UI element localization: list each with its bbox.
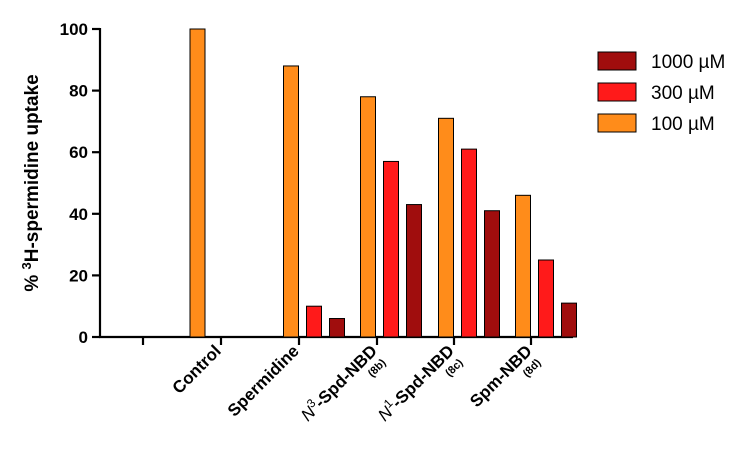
y-tick-label: 20 <box>69 266 88 285</box>
bar-100-uM-3 <box>438 117 454 338</box>
y-axis-title: % 3H-spermidine uptake <box>19 74 44 291</box>
bar-1000-uM-3 <box>484 210 500 338</box>
legend: 1000 µM 300 µM 100 µM <box>597 51 725 135</box>
x-category-labels: Control SpermidineN3-Spd-NBD(8b)N1-Spd-NB… <box>169 339 544 425</box>
bar-1000-uM-4 <box>561 302 577 338</box>
x-category-label: N1-Spd-NBD(8c) <box>372 339 466 425</box>
y-tick-label: 100 <box>60 20 88 39</box>
legend-swatch <box>597 113 637 133</box>
bar-100-uM-4 <box>515 194 531 338</box>
bar-1000-uM-1 <box>329 318 345 338</box>
y-tick-label: 60 <box>69 143 88 162</box>
x-category-label-text: Control <box>169 341 225 397</box>
y-tick-label: 80 <box>69 82 88 101</box>
x-category-label-text: N1-Spd-NBD <box>372 339 458 425</box>
x-category-label-text: Spermidine <box>224 341 303 420</box>
legend-label: 300 µM <box>651 83 715 104</box>
x-category-label: Spermidine <box>224 341 303 420</box>
bar-100-uM-1 <box>283 65 299 338</box>
bar-300-uM-2 <box>383 160 399 338</box>
legend-label: 100 µM <box>651 114 715 135</box>
y-tick-label: 40 <box>69 205 88 224</box>
x-category-label: N3-Spd-NBD(8b) <box>295 339 389 425</box>
x-category-label-text: N3-Spd-NBD <box>295 339 381 425</box>
axes <box>92 27 573 345</box>
y-tick-labels: 0 20 40 60 80 100 <box>60 20 88 347</box>
x-category-label: Control <box>169 341 225 397</box>
bars <box>189 28 577 338</box>
bar-1000-uM-2 <box>406 204 422 338</box>
bar-100-uM-2 <box>360 96 376 338</box>
y-tick-label: 0 <box>79 328 88 347</box>
bar-300-uM-4 <box>538 259 554 338</box>
x-category-label: Spm-NBD(8d) <box>466 341 544 411</box>
legend-swatch <box>597 82 637 102</box>
bar-300-uM-1 <box>306 305 322 338</box>
bar-100-uM-0 <box>189 28 206 338</box>
legend-label: 1000 µM <box>651 52 725 73</box>
legend-swatch <box>597 51 637 71</box>
bar-300-uM-3 <box>461 148 477 338</box>
